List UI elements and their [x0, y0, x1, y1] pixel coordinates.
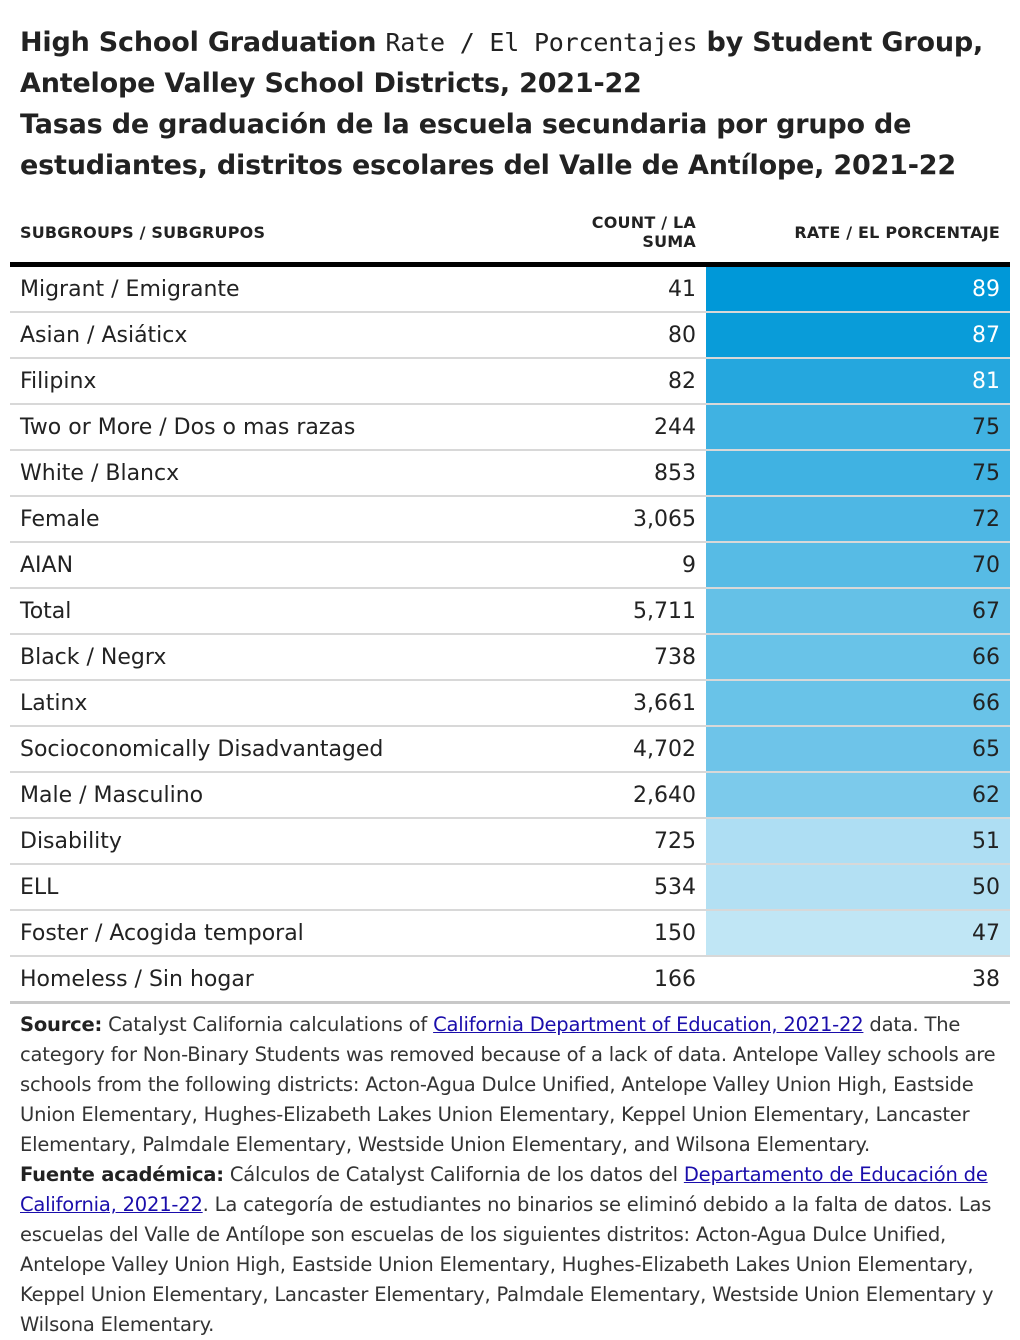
cell-count: 3,661 [540, 680, 706, 727]
title-spanish: Tasas de graduación de la escuela secund… [20, 109, 956, 181]
table-row: Black / Negrx 738 66 [10, 634, 1010, 681]
table-row: Latinx 3,661 66 [10, 680, 1010, 727]
cell-group: Migrant / Emigrante [10, 264, 540, 313]
cell-group: Two or More / Dos o mas razas [10, 404, 540, 451]
table-row: Female 3,065 72 [10, 496, 1010, 543]
cell-group: AIAN [10, 542, 540, 589]
cell-group: Disability [10, 818, 540, 865]
source-text-post: data. The category for Non-Binary Studen… [20, 1013, 996, 1156]
table-row: Socioconomically Disadvantaged 4,702 65 [10, 726, 1010, 773]
table-header-row: SUBGROUPS / SUBGRUPOS COUNT / LA SUMA RA… [10, 200, 1010, 267]
cell-rate: 67 [706, 588, 1010, 635]
cell-rate: 65 [706, 726, 1010, 773]
source-text-pre: Catalyst California calculations of [102, 1013, 434, 1036]
cell-group: Socioconomically Disadvantaged [10, 726, 540, 773]
table-row: Migrant / Emigrante 41 89 [10, 264, 1010, 313]
title-part-1: High School Graduation [20, 27, 386, 58]
cell-rate: 75 [706, 450, 1010, 497]
cell-count: 725 [540, 818, 706, 865]
cell-count: 166 [540, 956, 706, 1004]
source-label: Source: [20, 1013, 103, 1036]
cell-group: Female [10, 496, 540, 543]
fuente-text-post: . La categoría de estudiantes no binario… [20, 1193, 994, 1336]
cell-count: 534 [540, 864, 706, 911]
cell-rate: 89 [706, 264, 1010, 313]
table-row: Male / Masculino 2,640 62 [10, 772, 1010, 819]
source-link[interactable]: California Department of Education, 2021… [433, 1013, 864, 1036]
cell-group: Black / Negrx [10, 634, 540, 681]
cell-rate: 50 [706, 864, 1010, 911]
fuente-label: Fuente académica: [20, 1163, 224, 1186]
table-row: White / Blancx 853 75 [10, 450, 1010, 497]
table-row: Asian / Asiáticx 80 87 [10, 312, 1010, 359]
cell-count: 244 [540, 404, 706, 451]
cell-count: 41 [540, 264, 706, 313]
table-row: ELL 534 50 [10, 864, 1010, 911]
cell-count: 5,711 [540, 588, 706, 635]
cell-count: 738 [540, 634, 706, 681]
cell-rate: 66 [706, 634, 1010, 681]
cell-group: ELL [10, 864, 540, 911]
column-header-subgroups[interactable]: SUBGROUPS / SUBGRUPOS [10, 200, 540, 267]
cell-group: Homeless / Sin hogar [10, 956, 540, 1004]
cell-rate: 51 [706, 818, 1010, 865]
fuente-link[interactable]: Departamento de Educación de California,… [20, 1163, 988, 1216]
cell-count: 80 [540, 312, 706, 359]
cell-count: 82 [540, 358, 706, 405]
data-table: SUBGROUPS / SUBGRUPOS COUNT / LA SUMA RA… [10, 200, 1010, 1004]
table-row: Foster / Acogida temporal 150 47 [10, 910, 1010, 957]
table-row: Filipinx 82 81 [10, 358, 1010, 405]
cell-group: Male / Masculino [10, 772, 540, 819]
cell-rate: 70 [706, 542, 1010, 589]
cell-group: Total [10, 588, 540, 635]
cell-count: 150 [540, 910, 706, 957]
cell-rate: 87 [706, 312, 1010, 359]
cell-group: Latinx [10, 680, 540, 727]
cell-count: 9 [540, 542, 706, 589]
cell-rate: 62 [706, 772, 1010, 819]
cell-group: Foster / Acogida temporal [10, 910, 540, 957]
table-body: Migrant / Emigrante 41 89 Asian / Asiáticx 8… [10, 264, 1010, 1004]
cell-group: White / Blancx [10, 450, 540, 497]
column-header-rate[interactable]: RATE / EL PORCENTAJE [706, 200, 1010, 267]
cell-group: Filipinx [10, 358, 540, 405]
table-row: Disability 725 51 [10, 818, 1010, 865]
table-row: Total 5,711 67 [10, 588, 1010, 635]
cell-count: 4,702 [540, 726, 706, 773]
title-part-3: by Student Group, Antelope Valley School… [20, 27, 984, 99]
cell-rate: 38 [706, 956, 1010, 1004]
cell-rate: 66 [706, 680, 1010, 727]
source-note: Source: Catalyst California calculations… [20, 1010, 996, 1160]
cell-count: 3,065 [540, 496, 706, 543]
cell-rate: 75 [706, 404, 1010, 451]
table-row: AIAN 9 70 [10, 542, 1010, 589]
chart-title: High School Graduation Rate / El Porcent… [20, 22, 1010, 186]
notes: Source: Catalyst California calculations… [20, 1010, 1010, 1340]
cell-count: 853 [540, 450, 706, 497]
cell-count: 2,640 [540, 772, 706, 819]
fuente-text-pre: Cálculos de Catalyst California de los d… [223, 1163, 684, 1186]
cell-rate: 47 [706, 910, 1010, 957]
table-row: Homeless / Sin hogar 166 38 [10, 956, 1010, 1004]
title-part-mono: Rate / El Porcentajes [385, 28, 698, 57]
table-row: Two or More / Dos o mas razas 244 75 [10, 404, 1010, 451]
fuente-note: Fuente académica: Cálculos de Catalyst C… [20, 1160, 996, 1340]
cell-rate: 72 [706, 496, 1010, 543]
cell-rate: 81 [706, 358, 1010, 405]
cell-group: Asian / Asiáticx [10, 312, 540, 359]
column-header-count[interactable]: COUNT / LA SUMA [540, 200, 706, 267]
